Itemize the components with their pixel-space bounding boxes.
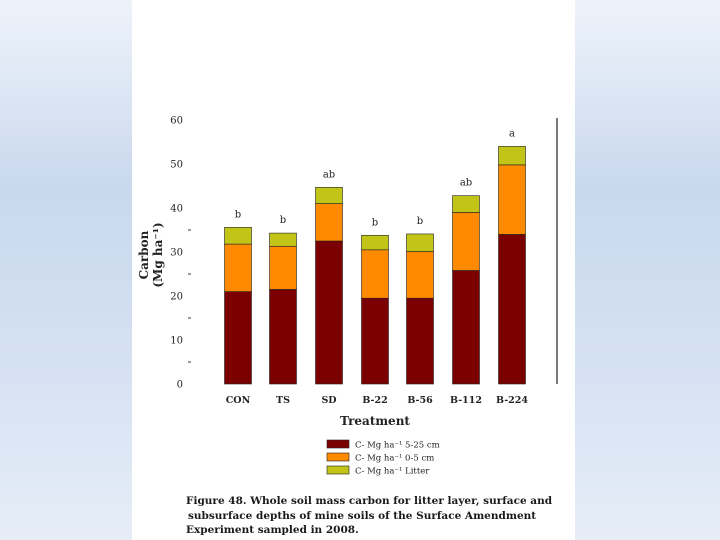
- bar-B-112-series-2: [452, 212, 480, 271]
- bars-group: [224, 146, 526, 385]
- x-tick-label-CON: CON: [226, 395, 251, 406]
- x-tick-label-TS: TS: [276, 395, 290, 406]
- caption-line-3: Experiment sampled in 2008.: [186, 524, 359, 536]
- significance-label-CON: b: [235, 209, 241, 220]
- bar-TS-series-3: [269, 232, 297, 247]
- figure-caption: Figure 48. Whole soil mass carbon for li…: [186, 494, 553, 538]
- bar-B-224-series-1: [498, 234, 526, 385]
- bar-B-56-series-2: [406, 251, 434, 299]
- legend-swatch-1: [326, 439, 350, 449]
- bar-B-22-series-1: [361, 297, 389, 385]
- bar-B-224-series-2: [498, 164, 526, 235]
- x-tick-label-B-56: B-56: [407, 395, 433, 406]
- y-tick-label-40: 40: [170, 204, 183, 215]
- legend-label-2: C- Mg ha⁻¹ 0-5 cm: [355, 454, 434, 464]
- x-axis-labels: CON TS SD B-22 B-56 B-112 B-224: [226, 395, 529, 406]
- bar-TS-series-1: [269, 289, 297, 385]
- bar-B-112-series-3: [452, 195, 480, 213]
- y-tick-label-30: 30: [170, 248, 183, 259]
- bar-TS-series-2: [269, 245, 297, 290]
- y-tick-label-60: 60: [170, 116, 183, 127]
- bar-SD-series-3: [315, 187, 343, 204]
- significance-labels: b b ab b b ab a: [235, 128, 515, 228]
- x-tick-label-SD: SD: [321, 395, 336, 406]
- y-axis-title-line1: Carbon: [137, 230, 151, 279]
- legend-swatch-2: [326, 452, 350, 462]
- significance-label-TS: b: [280, 215, 286, 226]
- significance-label-B-112: ab: [460, 178, 472, 189]
- y-tick-label-20: 20: [170, 292, 183, 303]
- bar-B-224-series-3: [498, 146, 526, 166]
- x-tick-label-B-224: B-224: [496, 395, 528, 406]
- significance-label-B-224: a: [509, 128, 515, 139]
- bar-CON-series-3: [224, 227, 252, 245]
- bar-B-112-series-1: [452, 270, 480, 385]
- legend-label-1: C- Mg ha⁻¹ 5-25 cm: [355, 441, 440, 451]
- x-axis-title: Treatment: [340, 414, 410, 428]
- significance-label-B-56: b: [417, 216, 423, 227]
- bar-B-22-series-3: [361, 234, 389, 251]
- bar-SD-series-1: [315, 240, 343, 385]
- y-axis-minor-ticks: [188, 229, 191, 363]
- y-tick-label-0: 0: [177, 380, 183, 391]
- significance-label-B-22: b: [372, 217, 378, 228]
- bar-B-56-series-3: [406, 233, 434, 252]
- x-tick-label-B-112: B-112: [450, 395, 482, 406]
- caption-line-1: Figure 48. Whole soil mass carbon for li…: [186, 495, 553, 507]
- caption-line-2: subsurface depths of mine soils of the S…: [188, 509, 537, 522]
- bar-B-56-series-1: [406, 297, 434, 385]
- bar-SD-series-2: [315, 203, 343, 242]
- significance-label-SD: ab: [323, 169, 335, 180]
- bar-CON-series-2: [224, 243, 252, 292]
- y-tick-label-50: 50: [170, 160, 183, 171]
- y-axis-title-line2: (Mg ha⁻¹): [151, 222, 165, 287]
- bar-B-22-series-2: [361, 249, 389, 299]
- legend: C- Mg ha⁻¹ 5-25 cm C- Mg ha⁻¹ 0-5 cm C- Mg…: [326, 439, 440, 477]
- legend-swatch-3: [326, 465, 350, 475]
- bar-CON-series-1: [224, 291, 252, 385]
- legend-label-3: C- Mg ha⁻¹ Litter: [355, 467, 430, 477]
- y-tick-label-10: 10: [170, 336, 183, 347]
- x-tick-label-B-22: B-22: [362, 395, 387, 406]
- y-axis-ticks: 0 10 20 30 40 50 60: [170, 116, 183, 391]
